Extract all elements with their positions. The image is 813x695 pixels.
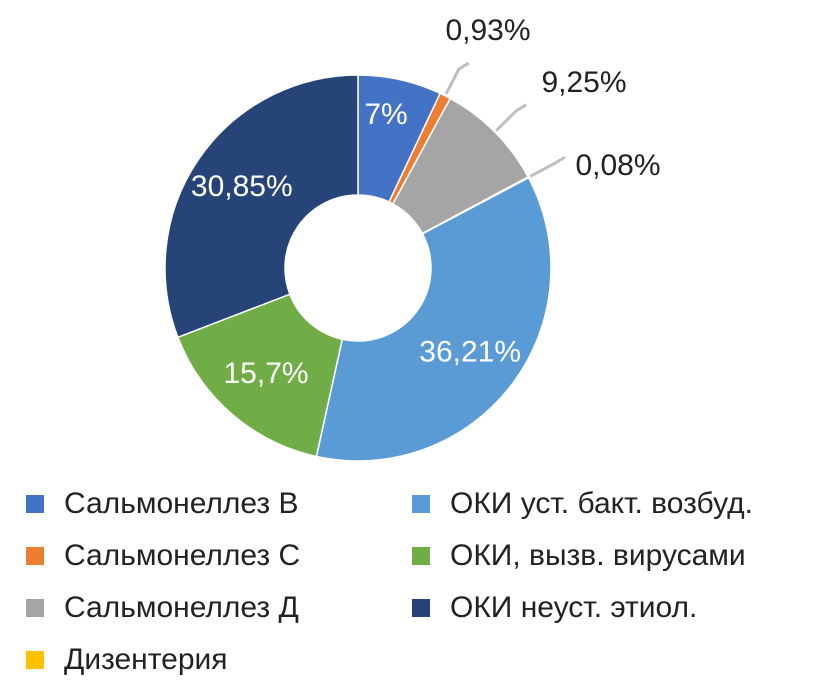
legend-label: Сальмонеллез Д [64, 591, 299, 624]
leader-line-сальмонеллез-с [444, 61, 470, 95]
data-label-дизентерия: 0,08% [575, 149, 660, 182]
legend-label: ОКИ, вызв. вирусами [450, 539, 746, 572]
legend-item-сальмонеллез-д: Сальмонеллез Д [26, 586, 299, 630]
legend-label: Сальмонеллез С [64, 539, 301, 572]
data-label-оки-неуст-этиол: 30,85% [191, 170, 293, 203]
legend-swatch [26, 495, 44, 513]
legend-swatch [26, 651, 44, 669]
legend-item-дизентерия: Дизентерия [26, 638, 228, 682]
legend-item-сальмонеллез-в: Сальмонеллез В [26, 482, 299, 526]
slice-оки-уст-бакт-возбуд [315, 176, 552, 462]
legend: Сальмонеллез В Сальмонеллез С Сальмонеллез… [0, 470, 813, 695]
data-label-сальмонеллез-д: 9,25% [541, 66, 626, 99]
legend-swatch [412, 495, 430, 513]
legend-item-сальмонеллез-с: Сальмонеллез С [26, 534, 300, 578]
legend-label: ОКИ неуст. этиол. [450, 591, 698, 624]
data-label-сальмонеллез-в: 7% [364, 98, 407, 131]
slice-оки-неуст-этиол [164, 74, 359, 339]
leader-line-сальмонеллез-д [495, 103, 527, 132]
legend-label: Дизентерия [64, 643, 228, 676]
data-label-оки-вызв-вирусами: 15,7% [224, 357, 309, 390]
slice-оки-вызв-вирусами [176, 293, 344, 458]
legend-item-оки-вызв-вирусами: ОКИ, вызв. вирусами [412, 534, 746, 578]
legend-item-оки-уст-бакт-возбуд: ОКИ уст. бакт. возбуд. [412, 482, 753, 526]
legend-swatch [26, 547, 44, 565]
data-label-сальмонеллез-с: 0,93% [445, 14, 530, 47]
legend-label: Сальмонеллез В [64, 487, 299, 520]
legend-swatch [412, 599, 430, 617]
legend-item-оки-неуст-этиол: ОКИ неуст. этиол. [412, 586, 697, 630]
donut-chart: 7% 0,93% 9,25% 0,08% 36,21% 15,7% 30,85% [164, 14, 661, 462]
legend-swatch [412, 547, 430, 565]
leader-line-дизентерия [529, 155, 566, 178]
legend-swatch [26, 599, 44, 617]
legend-label: ОКИ уст. бакт. возбуд. [450, 487, 753, 520]
data-label-оки-уст-бакт-возбуд: 36,21% [419, 335, 521, 368]
